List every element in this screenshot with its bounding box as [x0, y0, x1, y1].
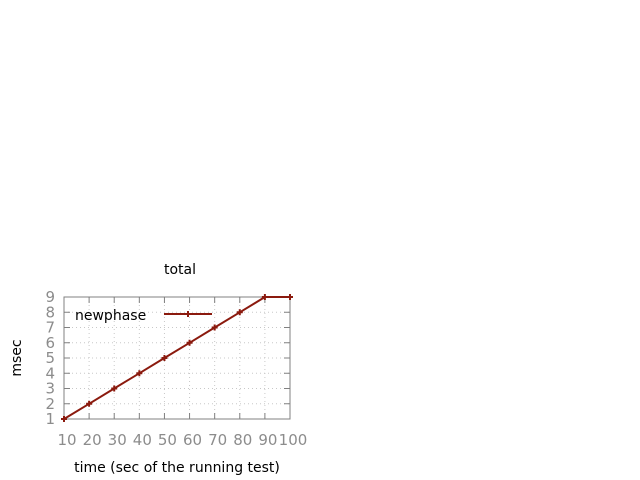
x-tick-label: 30	[108, 431, 127, 449]
data-point	[211, 324, 218, 331]
x-tick-label: 80	[233, 431, 252, 449]
x-tick-label: 20	[83, 431, 102, 449]
grid-lines	[64, 297, 290, 419]
y-tick-label: 7	[45, 319, 55, 337]
data-point	[86, 400, 93, 407]
y-tick-label: 6	[45, 334, 55, 352]
x-tick-label: 50	[158, 431, 177, 449]
x-axis-label: time (sec of the running test)	[74, 460, 280, 476]
y-tick-label: 2	[45, 395, 55, 413]
x-tick-label: 70	[208, 431, 227, 449]
y-tick-label: 5	[45, 349, 55, 367]
x-tick-label: 60	[183, 431, 202, 449]
legend: newphase	[75, 308, 212, 324]
y-axis-label: msec	[9, 339, 25, 376]
legend-swatch-marker	[185, 311, 191, 317]
x-tick-label: 10	[57, 431, 76, 449]
series-layer	[61, 294, 293, 422]
data-point	[236, 309, 243, 316]
x-axis-ticks: 10 20 30 40 50 60 70 80 90 100	[57, 297, 307, 449]
chart-title: total	[164, 262, 196, 278]
y-tick-label: 3	[45, 380, 55, 398]
y-tick-label: 1	[45, 410, 55, 428]
data-point	[136, 370, 143, 377]
data-point	[186, 339, 193, 346]
data-point	[111, 385, 118, 392]
x-tick-label: 40	[133, 431, 152, 449]
x-tick-label: 100	[279, 431, 308, 449]
y-tick-label: 8	[45, 303, 55, 321]
data-point	[61, 416, 67, 422]
legend-label-newphase: newphase	[75, 308, 146, 324]
y-tick-label: 9	[45, 288, 55, 306]
x-tick-label: 90	[258, 431, 277, 449]
series-line-newphase	[63, 296, 290, 420]
data-point	[287, 294, 293, 300]
data-point	[161, 355, 168, 361]
data-point	[261, 294, 268, 300]
y-tick-label: 4	[45, 364, 55, 382]
